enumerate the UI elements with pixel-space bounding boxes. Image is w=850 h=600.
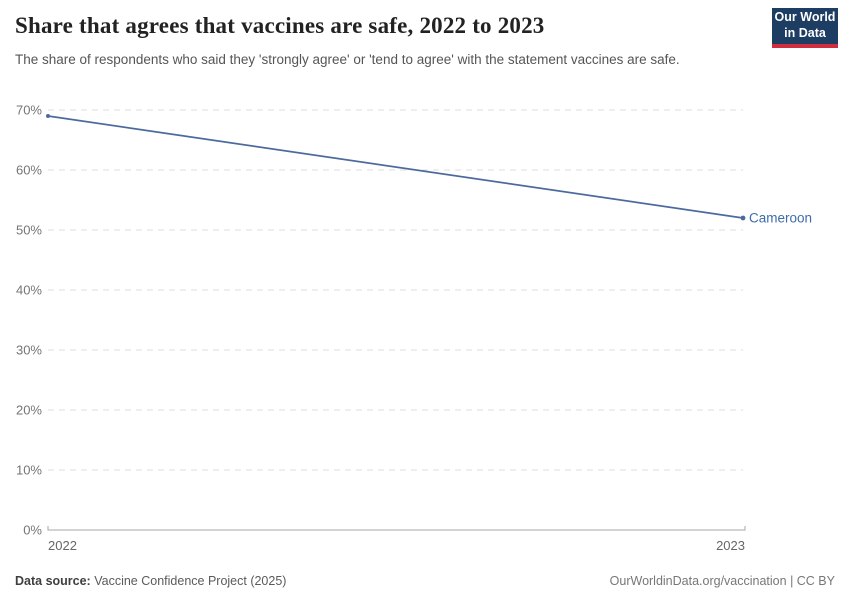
- y-tick-label: 30%: [16, 343, 42, 358]
- owid-logo-line1: Our World: [774, 10, 836, 25]
- x-tick-label: 2023: [716, 538, 745, 553]
- data-source-value: Vaccine Confidence Project (2025): [94, 574, 287, 588]
- y-tick-label: 50%: [16, 223, 42, 238]
- owid-logo[interactable]: Our World in Data: [772, 8, 838, 48]
- owid-logo-line2: in Data: [784, 26, 826, 40]
- x-tick-label: 2022: [48, 538, 77, 553]
- page-title: Share that agrees that vaccines are safe…: [15, 13, 545, 38]
- data-source: Data source: Vaccine Confidence Project …: [15, 574, 286, 588]
- x-axis: [47, 526, 746, 531]
- data-source-label: Data source:: [15, 574, 91, 588]
- y-tick-label: 20%: [16, 403, 42, 418]
- chart-footer: Data source: Vaccine Confidence Project …: [15, 574, 835, 588]
- y-tick-label: 40%: [16, 283, 42, 298]
- data-point: [46, 114, 50, 118]
- series-line-cameroon[interactable]: [47, 115, 744, 219]
- data-point: [740, 215, 746, 221]
- credit-license: OurWorldinData.org/vaccination | CC BY: [609, 574, 835, 588]
- y-tick-label: 70%: [16, 103, 42, 118]
- y-tick-label: 0%: [23, 523, 42, 538]
- chart-subtitle: The share of respondents who said they '…: [15, 52, 680, 67]
- y-tick-label: 60%: [16, 163, 42, 178]
- y-tick-label: 10%: [16, 463, 42, 478]
- entity-label[interactable]: Cameroon: [749, 211, 812, 226]
